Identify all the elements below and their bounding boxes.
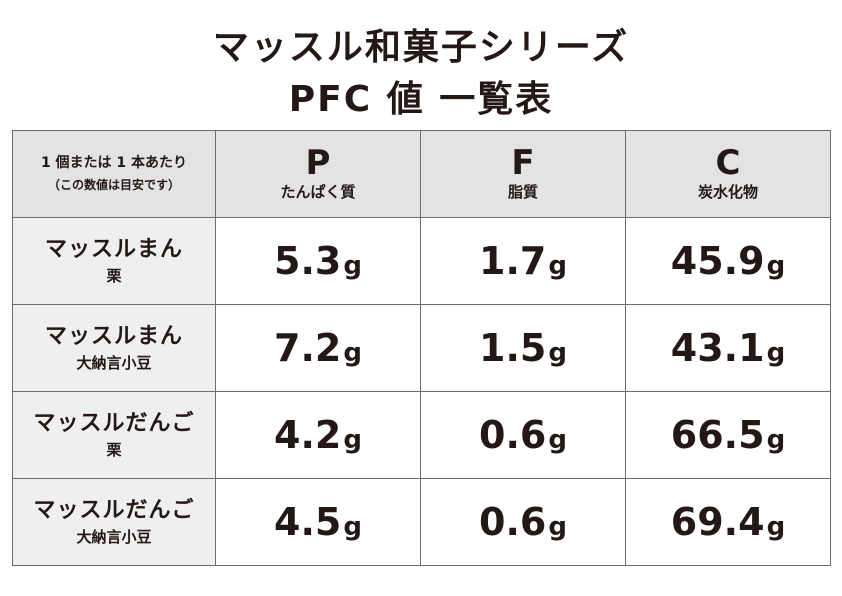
table-row: マッスルだんご 大納言小豆 4.5g 0.6g 69.4g (12, 478, 831, 566)
fat-value-cell: 0.6g (420, 478, 626, 566)
unit-label: g (766, 338, 786, 368)
fat-value-cell: 1.5g (420, 304, 626, 392)
header-protein: P たんぱく質 (215, 130, 421, 218)
product-name: マッスルまん (44, 237, 183, 262)
protein-value: 4.5 (274, 500, 342, 544)
unit-label: g (548, 425, 567, 455)
unit-label: g (343, 512, 362, 542)
header-label: たんぱく質 (280, 183, 356, 201)
product-name: マッスルまん (44, 324, 183, 349)
table-row: マッスルまん 栗 5.3g 1.7g 45.9g (12, 217, 831, 305)
unit-label: g (548, 251, 567, 281)
protein-value-cell: 5.3g (215, 217, 421, 305)
header-letter: P (305, 143, 331, 183)
title-line-1: マッスル和菓子シリーズ (212, 27, 630, 68)
unit-label: g (548, 512, 567, 542)
carb-value: 66.5 (670, 413, 765, 457)
product-cell: マッスルだんご 大納言小豆 (12, 478, 216, 566)
header-label: 脂質 (507, 183, 538, 201)
fat-value-cell: 1.7g (420, 217, 626, 305)
header-carbohydrate: C 炭水化物 (625, 130, 831, 218)
table-row: マッスルまん 大納言小豆 7.2g 1.5g 43.1g (12, 304, 831, 392)
unit-label: g (343, 425, 362, 455)
corner-cell: 1 個または 1 本あたり （この数値は目安です） (12, 130, 216, 218)
header-fat: F 脂質 (420, 130, 626, 218)
carb-value-cell: 45.9g (625, 217, 831, 305)
title-line-2: PFC 値 一覧表 (288, 79, 554, 120)
carb-value: 43.1 (670, 326, 765, 370)
carb-value-cell: 43.1g (625, 304, 831, 392)
protein-value: 5.3 (274, 239, 342, 283)
fat-value-cell: 0.6g (420, 391, 626, 479)
product-variant: 栗 (106, 441, 122, 459)
unit-label: g (548, 338, 567, 368)
product-variant: 大納言小豆 (76, 528, 152, 546)
fat-value: 0.6 (479, 413, 547, 457)
protein-value: 4.2 (274, 413, 342, 457)
fat-value: 1.7 (479, 239, 547, 283)
pfc-table: 1 個または 1 本あたり （この数値は目安です） P たんぱく質 F 脂質 C… (12, 130, 831, 566)
carb-value: 45.9 (670, 239, 765, 283)
protein-value-cell: 7.2g (215, 304, 421, 392)
corner-line-2: （この数値は目安です） (47, 178, 180, 192)
header-letter: C (715, 143, 741, 183)
fat-value: 0.6 (479, 500, 547, 544)
protein-value-cell: 4.2g (215, 391, 421, 479)
unit-label: g (766, 512, 786, 542)
carb-value-cell: 69.4g (625, 478, 831, 566)
unit-label: g (343, 251, 362, 281)
protein-value: 7.2 (274, 326, 342, 370)
header-label: 炭水化物 (697, 183, 758, 201)
product-cell: マッスルだんご 栗 (12, 391, 216, 479)
fat-value: 1.5 (479, 326, 547, 370)
unit-label: g (766, 425, 786, 455)
product-variant: 大納言小豆 (76, 354, 152, 372)
product-cell: マッスルまん 栗 (12, 217, 216, 305)
product-variant: 栗 (106, 267, 122, 285)
product-name: マッスルだんご (33, 411, 195, 436)
table-row: マッスルだんご 栗 4.2g 0.6g 66.5g (12, 391, 831, 479)
corner-line-1: 1 個または 1 本あたり (40, 155, 188, 171)
unit-label: g (766, 251, 786, 281)
carb-value-cell: 66.5g (625, 391, 831, 479)
header-letter: F (511, 143, 535, 183)
unit-label: g (343, 338, 362, 368)
header-row: 1 個または 1 本あたり （この数値は目安です） P たんぱく質 F 脂質 C… (12, 130, 831, 218)
product-name: マッスルだんご (33, 498, 195, 523)
product-cell: マッスルまん 大納言小豆 (12, 304, 216, 392)
protein-value-cell: 4.5g (215, 478, 421, 566)
carb-value: 69.4 (670, 500, 765, 544)
